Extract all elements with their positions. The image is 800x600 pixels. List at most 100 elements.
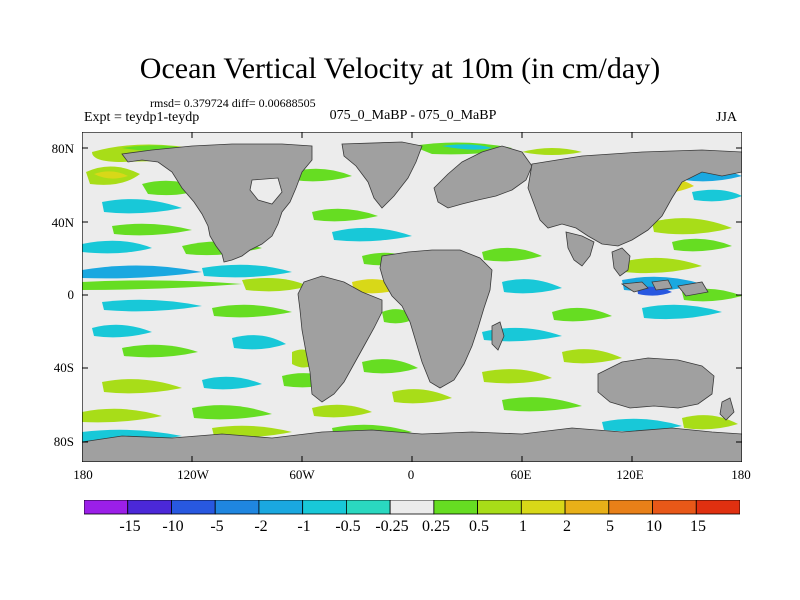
y-tick-label: 80N xyxy=(51,141,74,156)
contour-patch xyxy=(642,304,722,320)
y-tick-label: 40S xyxy=(53,360,74,375)
land-australia xyxy=(597,357,715,409)
x-tick-label: 180 xyxy=(73,467,93,482)
contour-patch xyxy=(122,344,198,358)
contour-patch xyxy=(242,278,308,292)
contour-patch xyxy=(82,280,242,290)
contour-patch xyxy=(192,405,272,420)
x-tick-label: 0 xyxy=(407,467,415,482)
colorbar-label: -0.25 xyxy=(375,518,409,535)
colorbar-box xyxy=(127,500,172,515)
contour-patch xyxy=(652,218,732,235)
tick-marks xyxy=(82,132,742,462)
contour-patch xyxy=(102,199,182,214)
land-greenland xyxy=(341,141,423,209)
land-masses xyxy=(82,141,742,462)
contour-patch xyxy=(292,168,352,182)
land-island xyxy=(677,281,709,297)
contour-patch xyxy=(692,189,742,202)
contour-patch xyxy=(522,148,582,155)
contour-patch xyxy=(392,389,452,404)
colorbar-box xyxy=(345,500,391,515)
contour-patch xyxy=(672,238,732,252)
stats-line: rmsd= 0.379724 diff= 0.00688505 xyxy=(150,96,316,110)
colorbar-box xyxy=(214,500,260,515)
colorbar-label: -5 xyxy=(210,518,224,535)
contour-patch xyxy=(502,279,562,294)
x-tick-label: 120W xyxy=(177,467,209,482)
colorbar-box xyxy=(84,500,129,515)
contour-patch xyxy=(92,324,152,338)
land-new-zealand xyxy=(719,397,735,421)
contour-patch xyxy=(202,376,262,390)
land-india xyxy=(565,231,595,267)
colorbar-label: -2 xyxy=(254,518,268,535)
colorbar-label: -15 xyxy=(119,518,141,535)
colorbar-label: 2 xyxy=(563,518,571,535)
contour-patch xyxy=(82,408,162,423)
colorbar-box xyxy=(695,500,740,515)
colorbar-box xyxy=(389,500,435,515)
y-tick-label: 40N xyxy=(51,215,74,230)
colorbar-label: 0.5 xyxy=(469,518,489,535)
colorbar-box xyxy=(520,500,566,515)
x-tick-label: 60E xyxy=(510,467,532,482)
colorbar-box xyxy=(608,500,653,515)
colorbar-box xyxy=(258,500,304,515)
colorbar-label: 1 xyxy=(519,518,527,535)
land-asia xyxy=(527,149,742,247)
colorbar-box xyxy=(652,500,697,515)
colorbar-box xyxy=(171,500,216,515)
contour-patch xyxy=(232,335,286,350)
contour-patch xyxy=(602,418,682,432)
colorbar-label: -1 xyxy=(297,518,311,535)
colorbar-label: 0.25 xyxy=(422,518,450,535)
contour-patch xyxy=(502,397,582,412)
land-europe xyxy=(433,145,533,209)
x-tick-label: 60W xyxy=(289,467,315,482)
chart-title: Ocean Vertical Velocity at 10m (in cm/da… xyxy=(139,52,661,85)
land-madagascar xyxy=(491,321,505,351)
contour-patch xyxy=(82,240,152,254)
colorbar-box xyxy=(433,500,478,515)
land-africa xyxy=(379,249,493,389)
colorbar-label: -0.5 xyxy=(335,518,361,535)
contour-patch xyxy=(482,369,552,384)
y-tick-label: 0 xyxy=(67,287,75,302)
land-se-asia xyxy=(611,247,631,277)
contour-patch xyxy=(202,264,292,278)
y-tick-label: 80S xyxy=(53,434,74,449)
contour-patch xyxy=(562,349,622,364)
x-tick-label: 180 xyxy=(731,467,751,482)
x-tick-label: 120E xyxy=(616,467,644,482)
land-island xyxy=(620,281,649,293)
land-north-america xyxy=(121,143,313,263)
season-label: JJA xyxy=(716,110,738,125)
contour-patch xyxy=(482,247,542,262)
contour-patch xyxy=(362,359,418,374)
contour-patch xyxy=(82,265,202,279)
ocean-hudson-bay xyxy=(249,177,283,205)
land-island xyxy=(651,279,673,291)
subtitle: 075_0_MaBP - 075_0_MaBP xyxy=(329,108,497,123)
contour-patch xyxy=(102,379,182,394)
contour-patch xyxy=(682,415,738,430)
colorbar-label: 15 xyxy=(690,518,706,535)
contour-patch xyxy=(102,299,202,312)
colorbar-label: 5 xyxy=(606,518,614,535)
land-antarctica xyxy=(82,427,742,462)
contour-patch xyxy=(94,171,128,179)
colorbar-label: -10 xyxy=(162,518,184,535)
colorbar-box xyxy=(302,500,347,515)
colorbar xyxy=(84,500,740,515)
contour-patch xyxy=(312,404,372,418)
colorbar-label: 10 xyxy=(646,518,662,535)
contour-patch xyxy=(442,144,492,150)
land-south-america xyxy=(297,275,383,403)
contour-patch xyxy=(622,257,702,274)
experiment-label: Expt = teydp1-teydp xyxy=(84,110,200,125)
contour-patch xyxy=(112,223,192,236)
contour-patch xyxy=(212,304,292,318)
colorbar-box xyxy=(477,500,522,515)
colorbar-box xyxy=(564,500,610,515)
